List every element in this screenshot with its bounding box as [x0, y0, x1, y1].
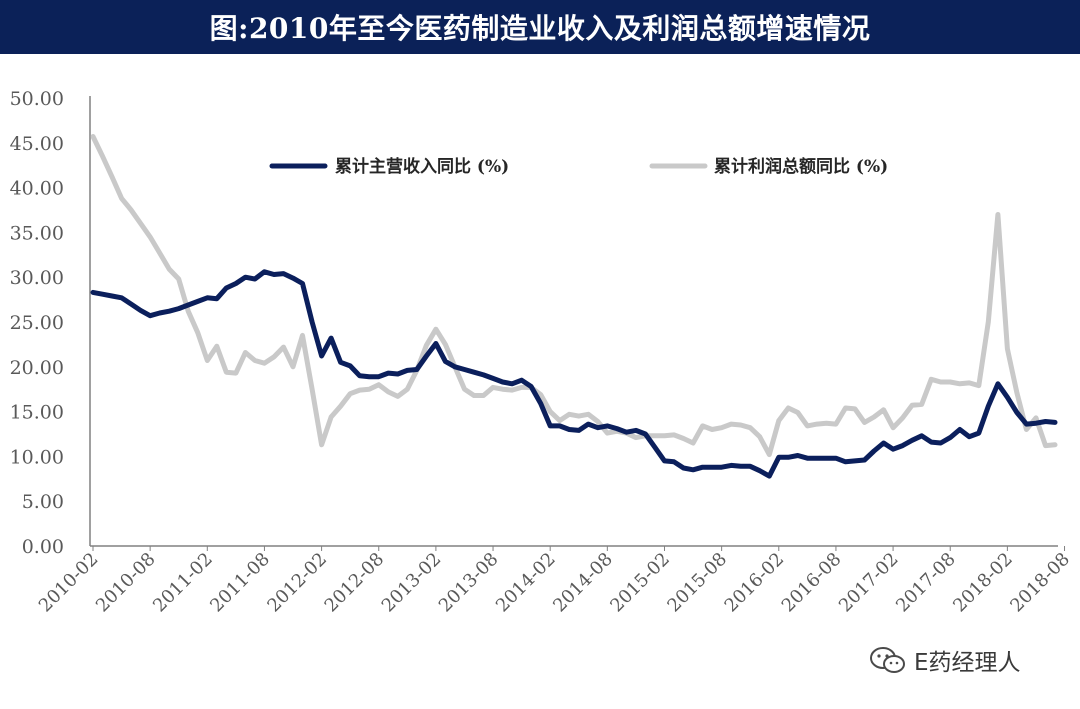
y-tick-label: 20.00: [10, 357, 64, 379]
legend: 累计主营收入同比 (%) 累计利润总额同比 (%): [269, 156, 888, 177]
x-tick-label: 2011-02: [149, 549, 217, 617]
watermark: E药经理人: [868, 643, 1021, 677]
x-tick-label: 2016-02: [721, 549, 789, 617]
x-tick-label: 2018-02: [949, 549, 1017, 617]
wechat-icon: [870, 647, 905, 673]
watermark-text: E药经理人: [914, 650, 1021, 676]
y-tick-label: 25.00: [10, 312, 64, 334]
x-tick-label: 2017-02: [835, 549, 903, 617]
x-tick-label: 2016-08: [778, 549, 846, 617]
y-tick-label: 40.00: [10, 178, 64, 200]
x-tick-label: 2013-08: [435, 549, 503, 617]
x-tick-label: 2018-08: [1006, 549, 1074, 617]
x-axis-ticks: 2010-022010-082011-022011-082012-022012-…: [35, 546, 1074, 616]
x-tick-label: 2010-02: [35, 549, 103, 617]
series-line-profit: [90, 134, 1058, 458]
x-tick-label: 2017-08: [892, 549, 960, 617]
x-tick-label: 2010-08: [92, 549, 160, 617]
x-tick-label: 2013-02: [378, 549, 446, 617]
y-tick-label: 15.00: [10, 402, 64, 424]
series-line-revenue: [90, 269, 1058, 479]
chart-title: 图:2010年至今医药制造业收入及利润总额增速情况: [209, 12, 871, 45]
y-tick-label: 30.00: [10, 267, 64, 289]
x-tick-label: 2014-08: [549, 549, 617, 617]
x-tick-label: 2011-08: [206, 549, 274, 617]
y-tick-label: 45.00: [10, 133, 64, 155]
series-lines: [90, 134, 1058, 479]
x-tick-label: 2012-08: [321, 549, 389, 617]
x-tick-label: 2012-02: [263, 549, 331, 617]
y-tick-label: 5.00: [22, 491, 64, 513]
x-tick-label: 2015-08: [663, 549, 731, 617]
legend-label-profit: 累计利润总额同比 (%): [714, 156, 888, 177]
x-tick-label: 2015-02: [606, 549, 674, 617]
y-tick-label: 50.00: [10, 88, 64, 110]
line-chart: 0.00 5.00 10.00 15.00 20.00 25.00 30.00 35.00 40…: [10, 88, 1074, 616]
y-tick-label: 0.00: [22, 536, 64, 558]
legend-label-revenue: 累计主营收入同比 (%): [335, 156, 509, 177]
x-tick-label: 2014-02: [492, 549, 560, 617]
y-axis-ticks: 0.00 5.00 10.00 15.00 20.00 25.00 30.00 35.00 40…: [10, 88, 64, 558]
y-tick-label: 35.00: [10, 222, 64, 244]
chart-title-bar: 图:2010年至今医药制造业收入及利润总额增速情况: [0, 0, 1080, 54]
y-tick-label: 10.00: [10, 446, 64, 468]
